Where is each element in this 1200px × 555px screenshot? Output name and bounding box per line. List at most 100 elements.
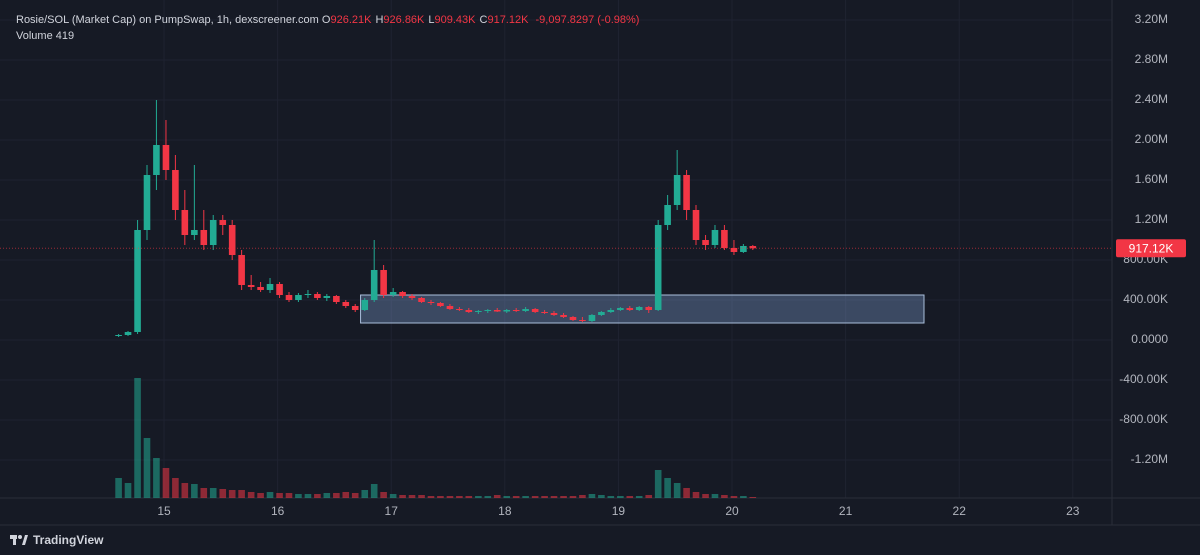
volume-bar	[209, 488, 217, 498]
volume-bar	[408, 495, 416, 498]
volume-bar	[181, 483, 189, 498]
volume-bar	[512, 496, 520, 498]
volume-bar	[579, 495, 586, 498]
candle-body	[124, 332, 132, 335]
volume-bar	[740, 496, 747, 498]
volume-bar	[692, 492, 700, 498]
volume-header: Volume 419	[16, 30, 74, 42]
candle-body	[579, 320, 586, 321]
volume-bar	[304, 494, 312, 498]
candle-body	[380, 270, 387, 295]
candle-body	[257, 287, 264, 290]
volume-bar	[361, 490, 369, 498]
candle-body	[162, 145, 170, 170]
volume-bar	[456, 496, 463, 498]
ohlc-label: O	[321, 14, 331, 26]
chart-title: Rosie/SOL (Market Cap) on PumpSwap, 1h, …	[16, 14, 319, 26]
candle-body	[654, 225, 662, 310]
volume-bar	[484, 496, 492, 498]
x-tick-label: 17	[385, 504, 399, 518]
volume-bar	[721, 495, 728, 498]
candle-body	[276, 284, 283, 295]
volume-bar	[257, 493, 264, 498]
volume-bar	[588, 494, 596, 498]
last-price-tag	[1116, 239, 1186, 258]
candle-body	[228, 225, 236, 255]
candle-body	[304, 294, 312, 295]
candle-body	[598, 312, 605, 315]
candle-body	[456, 309, 463, 310]
candle-body	[730, 248, 738, 252]
candle-body	[493, 310, 501, 312]
x-tick-label: 20	[725, 504, 739, 518]
candle-body	[153, 145, 160, 175]
candle-body	[238, 255, 245, 285]
candle-body	[607, 310, 615, 312]
x-tick-label: 19	[612, 504, 626, 518]
volume-bar	[475, 496, 482, 498]
candle-body	[285, 295, 293, 300]
candle-body	[711, 230, 719, 245]
volume-bar	[493, 495, 501, 498]
candle-body	[569, 317, 577, 320]
candle-body	[721, 230, 728, 248]
candle-body	[522, 309, 529, 311]
x-tick-label: 15	[157, 504, 171, 518]
volume-bar	[635, 496, 643, 498]
candle-body	[342, 302, 350, 306]
volume-bar	[295, 494, 302, 498]
volume-bar	[314, 494, 321, 498]
candle-body	[351, 306, 359, 310]
volume-bar	[219, 489, 227, 498]
volume-bar	[418, 495, 425, 498]
candle-body	[446, 306, 454, 309]
volume-bar	[342, 492, 350, 498]
y-tick-label: 2.40M	[1135, 92, 1168, 106]
y-tick-label: 400.00K	[1123, 292, 1168, 306]
y-tick-label: -800.00K	[1119, 412, 1168, 426]
volume-bar	[531, 496, 539, 498]
candle-body	[617, 308, 624, 310]
brand[interactable]: TradingView	[10, 533, 103, 547]
y-tick-label: -1.20M	[1131, 452, 1168, 466]
y-tick-label: 2.00M	[1135, 132, 1168, 146]
candle-body	[191, 230, 198, 235]
volume-bar	[654, 470, 662, 498]
last-price-label: 917.12K	[1129, 241, 1174, 255]
ohlc-value: 917.12K	[487, 14, 529, 26]
candle-body	[361, 300, 369, 310]
volume-bar	[569, 496, 577, 498]
candle-body	[219, 220, 227, 225]
candle-body	[740, 246, 747, 252]
volume-bar	[673, 483, 681, 498]
candle-body	[560, 315, 567, 317]
volume-bar	[333, 493, 340, 498]
candle-body	[664, 205, 671, 225]
x-tick-label: 22	[953, 504, 967, 518]
volume-bar	[247, 492, 255, 498]
volume-bar	[560, 496, 567, 498]
volume-bar	[115, 478, 122, 498]
candle-body	[635, 307, 643, 310]
ohlc-value: 926.86K	[383, 14, 425, 26]
ohlc-label: C	[479, 14, 488, 26]
candle-body	[247, 285, 255, 287]
volume-bar	[389, 494, 397, 498]
candle-body	[683, 175, 690, 210]
candle-body	[209, 220, 217, 245]
candle-body	[399, 292, 406, 296]
header: Rosie/SOL (Market Cap) on PumpSwap, 1h, …	[16, 14, 639, 26]
candle-body	[266, 284, 274, 290]
volume-bar	[351, 493, 359, 498]
candle-body	[370, 270, 378, 300]
volume-bar	[522, 496, 529, 498]
volume-bar	[465, 496, 473, 498]
volume-bar	[191, 484, 198, 498]
volume-bar	[730, 496, 738, 498]
y-tick-label: 2.80M	[1135, 52, 1168, 66]
volume-bar	[162, 468, 170, 498]
candle-body	[645, 307, 653, 310]
volume-bar	[238, 490, 245, 498]
candle-body	[531, 309, 539, 312]
candle-body	[181, 210, 189, 235]
